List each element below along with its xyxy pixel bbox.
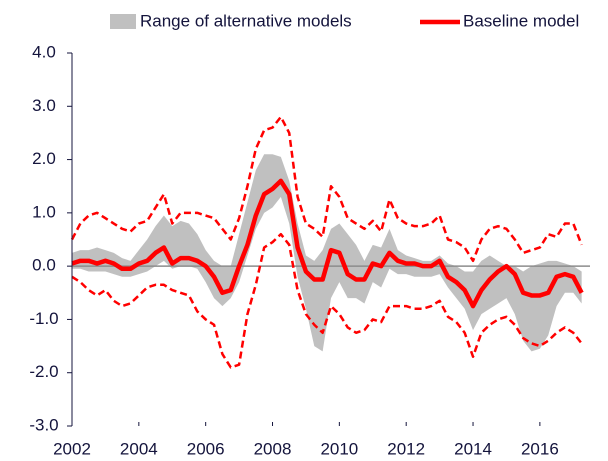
legend-swatch [110,14,136,29]
y-tick-label: -2.0 [29,362,58,381]
x-tick-label: 2010 [320,439,358,458]
x-tick-label: 2004 [120,439,158,458]
bound-line [71,232,583,369]
y-tick-label: -1.0 [29,309,58,328]
x-tick-label: 2006 [187,439,225,458]
x-tick-label: 2014 [454,439,492,458]
x-tick-label: 2002 [53,439,91,458]
series-line [71,178,584,309]
y-tick-label: 1.0 [32,202,56,221]
y-tick-label: 0.0 [32,256,56,275]
x-tick-label: 2016 [521,439,559,458]
legend-label: Baseline model [463,11,579,30]
legend-label: Range of alternative models [140,11,352,30]
bound-line [70,115,583,263]
y-tick-label: 2.0 [32,149,56,168]
y-tick-label: 4.0 [32,42,56,61]
y-tick-label: -3.0 [29,415,58,434]
y-tick-label: 3.0 [32,96,56,115]
x-tick-label: 2012 [387,439,425,458]
x-tick-label: 2008 [254,439,292,458]
range-band [72,154,582,352]
